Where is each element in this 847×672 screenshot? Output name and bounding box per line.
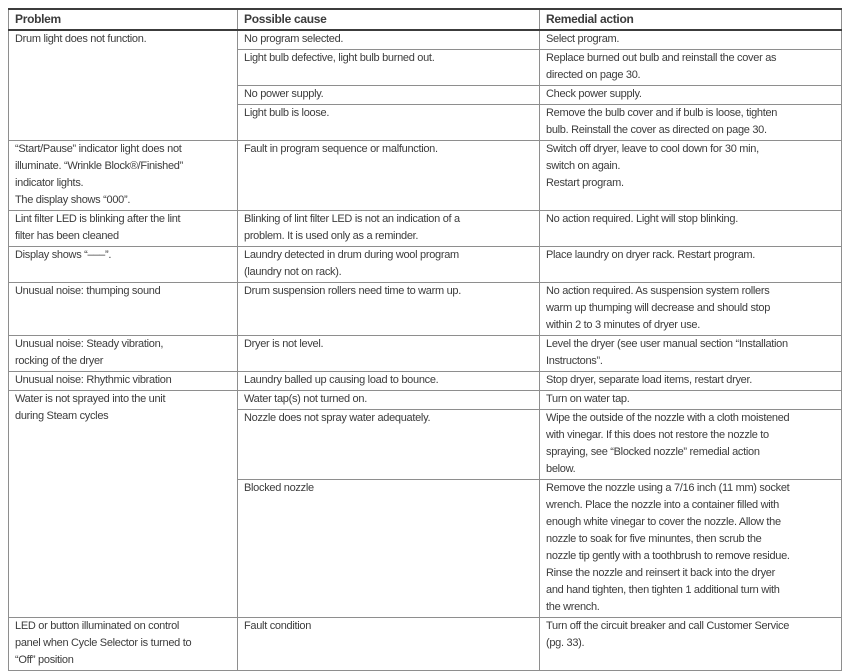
action-cell: Check power supply. — [539, 85, 842, 105]
problem-cell: Drum light does not function. — [8, 29, 238, 141]
cause-cell: Dryer is not level. — [237, 335, 540, 372]
table-row: Water is not sprayed into the unit durin… — [8, 390, 842, 618]
action-cell: Place laundry on dryer rack. Restart pro… — [539, 246, 842, 283]
troubleshooting-table: Problem Possible cause Remedial action D… — [8, 8, 842, 671]
table-row: Display shows “–––”. Laundry detected in… — [8, 246, 842, 283]
action-cell: Turn off the circuit breaker and call Cu… — [539, 617, 842, 671]
header-row: Problem Possible cause Remedial action — [8, 8, 842, 31]
cause-cell: Blinking of lint filter LED is not an in… — [237, 210, 540, 247]
problem-cell: Water is not sprayed into the unit durin… — [8, 390, 238, 618]
table-row: Nozzle does not spray water adequately. … — [9, 409, 842, 480]
cause-cell: Blocked nozzle — [237, 479, 540, 618]
cause-cell: Water tap(s) not turned on. — [237, 390, 540, 410]
action-cell: Turn on water tap. — [539, 390, 842, 410]
table-row: Blocked nozzle Remove the nozzle using a… — [9, 479, 842, 618]
action-cell: Replace burned out bulb and reinstall th… — [539, 49, 842, 86]
cause-cell: Drum suspension rollers need time to war… — [237, 282, 540, 336]
table-row: No power supply. Check power supply. — [9, 85, 842, 105]
table-row: Unusual noise: Steady vibration, rocking… — [8, 335, 842, 372]
table-row: Lint filter LED is blinking after the li… — [8, 210, 842, 247]
table-row: Light bulb defective, light bulb burned … — [9, 49, 842, 86]
problem-cell: Unusual noise: Steady vibration, rocking… — [8, 335, 238, 372]
action-cell: Stop dryer, separate load items, restart… — [539, 371, 842, 391]
action-cell: Wipe the outside of the nozzle with a cl… — [539, 409, 842, 480]
table-row: Unusual noise: Rhythmic vibration Laundr… — [8, 371, 842, 391]
table-row: LED or button illuminated on control pan… — [8, 617, 842, 671]
column-header-possible-cause: Possible cause — [237, 8, 540, 31]
problem-cell: LED or button illuminated on control pan… — [8, 617, 238, 671]
problem-cell: Unusual noise: thumping sound — [8, 282, 238, 336]
cause-cell: No program selected. — [237, 29, 540, 50]
cause-cell: Fault in program sequence or malfunction… — [237, 140, 540, 211]
table-row: Drum light does not function. No program… — [8, 29, 842, 141]
table-row: Unusual noise: thumping sound Drum suspe… — [8, 282, 842, 336]
cause-cell: Light bulb defective, light bulb burned … — [237, 49, 540, 86]
cause-cell: Laundry detected in drum during wool pro… — [237, 246, 540, 283]
problem-cell: Lint filter LED is blinking after the li… — [8, 210, 238, 247]
cause-cell: Nozzle does not spray water adequately. — [237, 409, 540, 480]
action-cell: No action required. Light will stop blin… — [539, 210, 842, 247]
action-cell: No action required. As suspension system… — [539, 282, 842, 336]
table-row: Light bulb is loose. Remove the bulb cov… — [9, 104, 842, 141]
problem-cell: “Start/Pause” indicator light does not i… — [8, 140, 238, 211]
action-cell: Select program. — [539, 29, 842, 50]
cause-cell: Fault condition — [237, 617, 540, 671]
column-header-remedial-action: Remedial action — [539, 8, 842, 31]
problem-cell: Unusual noise: Rhythmic vibration — [8, 371, 238, 391]
cause-cell: No power supply. — [237, 85, 540, 105]
cause-cell: Laundry balled up causing load to bounce… — [237, 371, 540, 391]
cause-cell: Light bulb is loose. — [237, 104, 540, 141]
problem-cell: Display shows “–––”. — [8, 246, 238, 283]
action-cell: Level the dryer (see user manual section… — [539, 335, 842, 372]
action-cell: Switch off dryer, leave to cool down for… — [539, 140, 842, 211]
table-row: “Start/Pause” indicator light does not i… — [8, 140, 842, 211]
action-cell: Remove the bulb cover and if bulb is loo… — [539, 104, 842, 141]
action-cell: Remove the nozzle using a 7/16 inch (11 … — [539, 479, 842, 618]
column-header-problem: Problem — [8, 8, 238, 31]
